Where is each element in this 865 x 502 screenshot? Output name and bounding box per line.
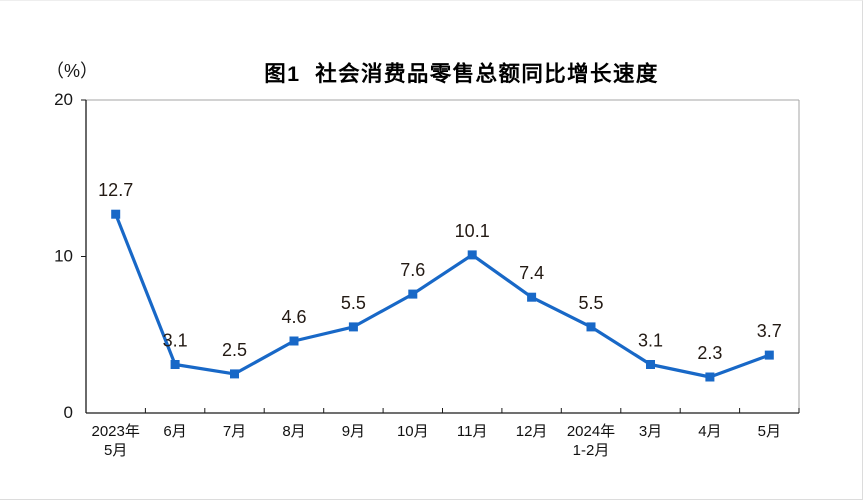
svg-text:0: 0 — [64, 403, 73, 422]
svg-text:7.4: 7.4 — [519, 263, 544, 283]
svg-text:3月: 3月 — [639, 423, 662, 440]
svg-text:9月: 9月 — [342, 423, 365, 440]
svg-text:11月: 11月 — [457, 423, 488, 440]
svg-text:2024年: 2024年 — [567, 423, 615, 440]
svg-text:6月: 6月 — [163, 423, 186, 440]
svg-text:4.6: 4.6 — [281, 307, 306, 327]
svg-text:1-2月: 1-2月 — [573, 442, 610, 459]
svg-text:2023年: 2023年 — [92, 423, 140, 440]
svg-text:10.1: 10.1 — [455, 221, 490, 241]
svg-text:2.3: 2.3 — [697, 343, 722, 363]
svg-text:10: 10 — [54, 247, 73, 266]
svg-text:5.5: 5.5 — [578, 293, 603, 313]
svg-text:12.7: 12.7 — [98, 180, 133, 200]
svg-text:2.5: 2.5 — [222, 340, 247, 360]
svg-text:5月: 5月 — [758, 423, 781, 440]
svg-text:12月: 12月 — [516, 423, 548, 440]
svg-text:10月: 10月 — [397, 423, 429, 440]
svg-text:20: 20 — [54, 90, 73, 109]
svg-text:5月: 5月 — [104, 442, 127, 459]
svg-text:7.6: 7.6 — [400, 260, 425, 280]
svg-text:3.1: 3.1 — [163, 331, 188, 351]
svg-text:3.1: 3.1 — [638, 331, 663, 351]
svg-text:8月: 8月 — [282, 423, 305, 440]
svg-text:7月: 7月 — [223, 423, 246, 440]
svg-text:3.7: 3.7 — [757, 321, 782, 341]
svg-text:4月: 4月 — [698, 423, 721, 440]
svg-text:5.5: 5.5 — [341, 293, 366, 313]
